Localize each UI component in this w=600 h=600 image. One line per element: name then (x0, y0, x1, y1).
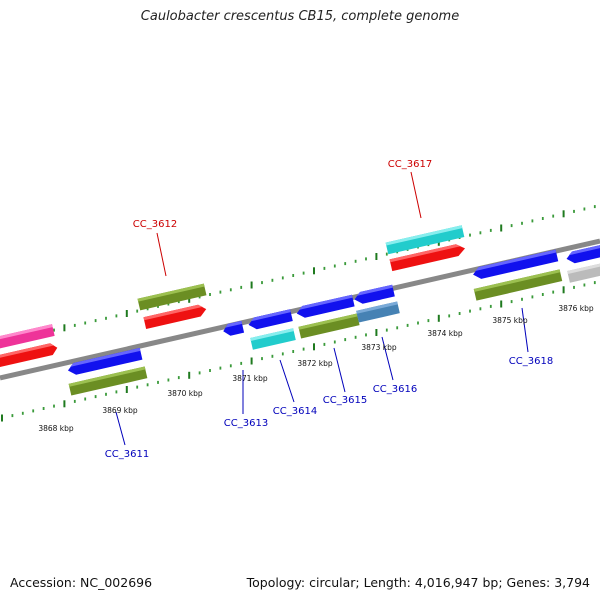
reverse-gene-blue-3613[interactable] (222, 320, 245, 337)
kbp-label: 3876 kbp (558, 304, 594, 313)
leader-cc3612 (156, 232, 167, 277)
genome-summary: Topology: circular; Length: 4,016,947 bp… (246, 575, 590, 590)
gene-label-cc3618[interactable]: CC_3618 (509, 356, 553, 367)
forward-gene-red-3612[interactable] (143, 303, 207, 329)
leader-cc3618 (521, 307, 529, 353)
reverse-gene-olive-3611[interactable] (68, 366, 148, 396)
kbp-label: 3872 kbp (297, 359, 333, 368)
gene-label-cc3617[interactable]: CC_3617 (388, 159, 432, 170)
leader-cc3617 (410, 171, 422, 219)
reverse-gene-olive-3618[interactable] (473, 269, 563, 301)
gene-label-cc3616[interactable]: CC_3616 (373, 384, 417, 395)
forward-gene-cyan-3617[interactable] (385, 225, 465, 255)
kbp-label: 3869 kbp (102, 406, 138, 415)
gene-label-cc3613[interactable]: CC_3613 (224, 418, 268, 429)
leader-cc3616 (381, 336, 394, 381)
reverse-tick-row (1, 281, 596, 422)
reverse-gene-blue-3618[interactable] (472, 249, 559, 281)
forward-gene-magenta[interactable] (0, 324, 55, 351)
kbp-label: 3875 kbp (492, 316, 528, 325)
leader-cc3615 (333, 347, 346, 393)
kbp-label: 3868 kbp (38, 424, 74, 433)
reverse-gene-cyan-3614[interactable] (250, 328, 296, 350)
gene-label-cc3612[interactable]: CC_3612 (133, 219, 177, 230)
forward-gene-red-3617[interactable] (389, 242, 467, 272)
forward-gene-olive-3612[interactable] (137, 283, 207, 311)
reverse-gene-steel-3616[interactable] (356, 301, 400, 323)
kbp-label: 3873 kbp (361, 343, 397, 352)
reverse-gene-olive-3615[interactable] (298, 313, 360, 339)
reverse-gene-blue-3616[interactable] (353, 284, 395, 306)
reverse-gene-blue-right[interactable] (565, 242, 600, 265)
kbp-label: 3874 kbp (427, 329, 463, 338)
kbp-label: 3870 kbp (167, 389, 203, 398)
leader-cc3611 (115, 411, 126, 446)
leader-cc3614 (279, 359, 295, 403)
map-title: Caulobacter crescentus CB15, complete ge… (140, 9, 460, 24)
kbp-label: 3871 kbp (232, 374, 268, 383)
gene-label-cc3614[interactable]: CC_3614 (273, 406, 317, 417)
reverse-gene-blue-3615[interactable] (295, 294, 355, 320)
gene-label-cc3611[interactable]: CC_3611 (105, 449, 149, 460)
reverse-gene-blue-3611[interactable] (67, 347, 143, 376)
accession-label: Accession: NC_002696 (10, 575, 153, 590)
reverse-gene-gray-right[interactable] (567, 261, 600, 283)
reverse-gene-blue-3614a[interactable] (247, 309, 293, 330)
forward-gene-red-left[interactable] (0, 342, 59, 368)
gene-label-cc3615[interactable]: CC_3615 (323, 395, 367, 406)
